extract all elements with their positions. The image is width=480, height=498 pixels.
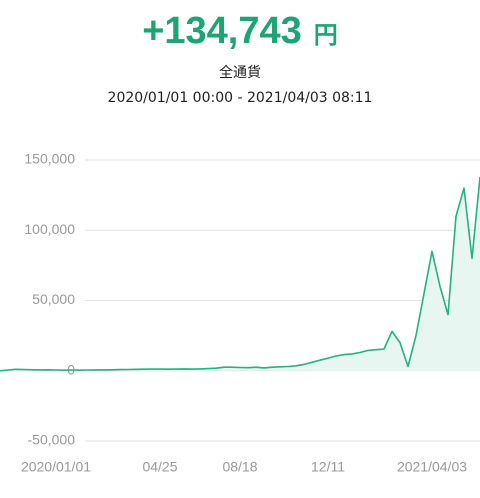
x-tick-label: 12/11 (311, 459, 345, 475)
x-tick-label: 08/18 (222, 459, 257, 475)
currency[interactable]: 全通貨 (219, 65, 261, 81)
y-tick-label: 100,000 (24, 221, 75, 237)
y-tick-label: 150,000 (24, 151, 75, 167)
period: 2020/01/01 00:00 - 2021/04/03 08:11 (107, 90, 373, 106)
y-tick-label: -50,000 (28, 432, 76, 448)
x-tick-label: 2020/01/01 (21, 459, 91, 475)
y-tick-label: 50,000 (32, 291, 75, 307)
unit: 円 (313, 21, 338, 49)
x-tick-label: 04/25 (142, 459, 177, 475)
header: +134,743 円 全通貨 2020/01/01 00:00 - 2021/0… (0, 0, 480, 106)
area (0, 176, 480, 371)
amount: +134,743 (142, 10, 302, 52)
x-tick-label: 2021/04/03 (397, 459, 467, 475)
line (0, 176, 480, 372)
profit: +134,743 円 (0, 10, 480, 56)
